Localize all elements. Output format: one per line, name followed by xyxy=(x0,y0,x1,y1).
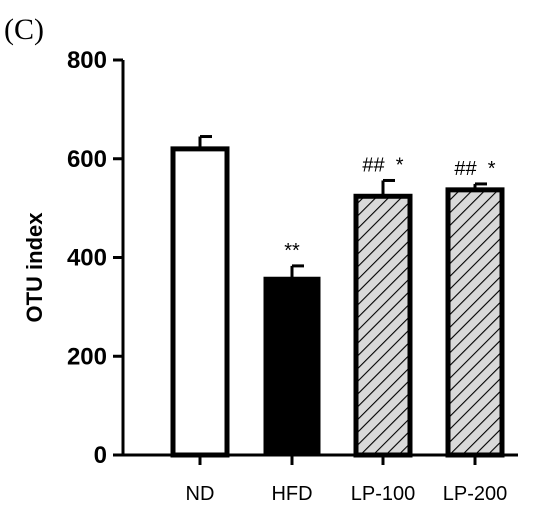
bar-hfd xyxy=(263,276,321,457)
y-tick-label: 200 xyxy=(67,343,107,370)
y-axis-title: OTU index xyxy=(22,212,47,323)
y-tick-label: 0 xyxy=(94,442,107,469)
significance-label: ## * xyxy=(454,158,495,180)
bar-nd xyxy=(170,146,230,458)
x-tick-label: ND xyxy=(186,483,215,505)
labels-group: 0 200 400 600 800 OTU index ND HFD ** LP-100 ## * L… xyxy=(22,47,507,505)
panel-label: (C) xyxy=(4,13,44,46)
y-tick-label: 400 xyxy=(67,245,107,272)
y-tick-label: 800 xyxy=(67,47,107,74)
x-tick-label: LP-100 xyxy=(351,483,416,505)
x-tick-label: HFD xyxy=(271,483,312,505)
bar-lp-200 xyxy=(445,187,505,458)
significance-label: ## * xyxy=(362,154,403,176)
bars-group xyxy=(170,135,505,458)
x-tick-label: LP-200 xyxy=(443,483,508,505)
y-tick-label: 600 xyxy=(67,146,107,173)
bar-lp-100 xyxy=(353,193,413,458)
significance-label: ** xyxy=(284,240,300,262)
